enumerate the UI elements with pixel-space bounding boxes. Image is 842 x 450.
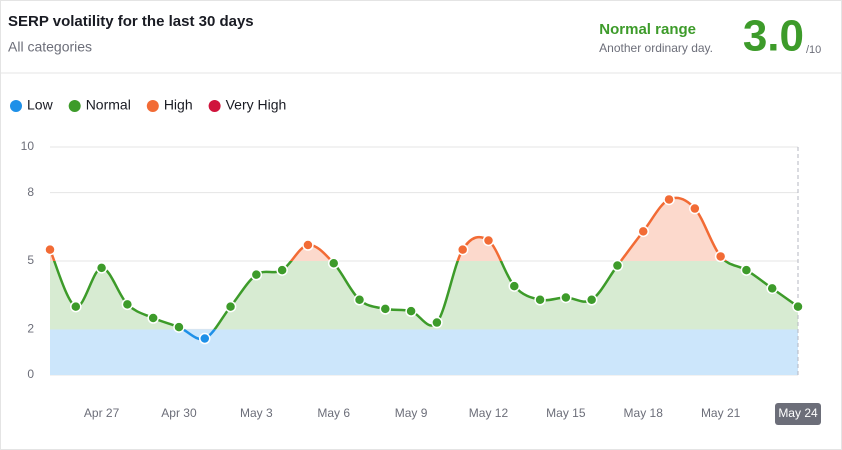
point: [689, 202, 701, 215]
y-tick-label: 8: [27, 185, 34, 199]
x-tick-label: May 15: [546, 406, 586, 420]
point: [95, 262, 108, 274]
y-tick-label: 2: [27, 322, 34, 336]
status-note: Another ordinary day.: [599, 41, 713, 55]
point: [740, 264, 753, 276]
x-label-highlight: [775, 403, 821, 425]
point: [224, 300, 237, 313]
score: 3.0: [743, 12, 804, 61]
point: [714, 250, 727, 263]
point: [534, 294, 546, 306]
legend-swatch: [68, 100, 81, 112]
point: [44, 243, 56, 256]
legend-swatch: [208, 100, 221, 112]
score-unit: /10: [806, 44, 821, 56]
x-tick-label: May 21: [701, 406, 741, 420]
area: [50, 261, 798, 330]
point: [431, 316, 443, 329]
point: [353, 294, 366, 306]
chart-title: SERP volatility for the last 30 days: [8, 13, 254, 30]
x-tick-label: Apr 27: [84, 406, 120, 420]
point: [405, 305, 417, 317]
point: [121, 298, 134, 311]
x-tick-label: May 12: [469, 406, 509, 420]
point: [276, 264, 288, 276]
area: [50, 197, 726, 262]
point: [560, 291, 572, 304]
x-tick-label: May 9: [395, 406, 428, 420]
legend-label: High: [164, 97, 193, 113]
x-tick-label: May 24: [778, 406, 818, 420]
y-tick-label: 10: [21, 139, 35, 153]
point: [508, 280, 521, 292]
point: [250, 268, 263, 281]
point: [327, 257, 340, 270]
legend-label: Very High: [226, 97, 287, 113]
point: [456, 243, 469, 256]
point: [585, 294, 598, 306]
legend-label: Normal: [86, 97, 131, 113]
point: [173, 321, 185, 333]
point: [482, 234, 495, 247]
status: Normal range: [599, 21, 696, 38]
x-tick-label: May 18: [624, 406, 664, 420]
legend-label: Low: [27, 97, 54, 113]
y-tick-label: 5: [27, 253, 34, 267]
y-tick-label: 0: [27, 367, 34, 381]
x-tick-label: May 3: [240, 406, 273, 420]
legend-swatch: [146, 100, 159, 112]
point: [147, 312, 159, 324]
point: [792, 300, 804, 313]
point: [70, 300, 82, 313]
point: [611, 259, 624, 272]
x-tick-label: Apr 30: [161, 406, 197, 420]
point: [302, 239, 314, 251]
x-tick-label: May 6: [317, 406, 350, 420]
point: [663, 193, 675, 206]
point: [766, 282, 778, 295]
legend-swatch: [10, 100, 22, 112]
point: [379, 303, 392, 315]
point: [199, 332, 211, 345]
band-fill: [50, 329, 798, 375]
subtitle: All categories: [8, 39, 92, 55]
point: [637, 225, 649, 238]
